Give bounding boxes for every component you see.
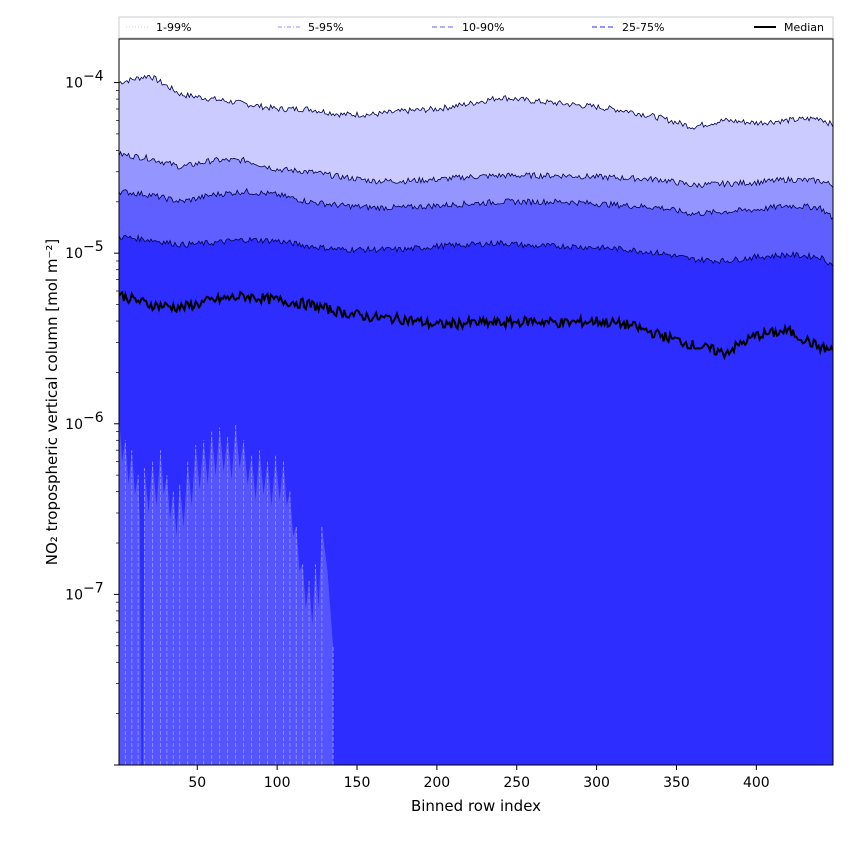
lower-bound-spike-lines xyxy=(119,416,334,765)
y-tick-label: 10 xyxy=(65,417,83,433)
y-tick-label: 10 xyxy=(65,587,83,603)
x-tick-label: 150 xyxy=(344,775,371,791)
lower-bound-envelope xyxy=(119,416,334,765)
y-tick-exponent: −5 xyxy=(83,239,104,255)
legend-label: 5-95% xyxy=(308,21,343,34)
x-tick-label: 250 xyxy=(503,775,530,791)
x-axis-title: Binned row index xyxy=(411,797,541,815)
legend-label: Median xyxy=(784,21,824,34)
legend-box xyxy=(118,16,834,39)
legend-label: 25-75% xyxy=(622,21,664,34)
lower-bound-spikes xyxy=(119,416,334,765)
x-tick-label: 100 xyxy=(264,775,291,791)
x-tick-label: 400 xyxy=(743,775,770,791)
legend-label: 10-90% xyxy=(462,21,504,34)
x-axis: 50 100 150 200 250 300 350 400 xyxy=(188,765,770,791)
x-tick-label: 50 xyxy=(188,775,206,791)
legend-label: 1-99% xyxy=(156,21,191,34)
x-tick-label: 350 xyxy=(663,775,690,791)
y-axis-title: NO₂ tropospheric vertical column [mol m⁻… xyxy=(43,239,61,565)
legend: 1-99% 5-95% 10-90% 25-75% Median xyxy=(118,16,834,39)
y-tick-exponent: −4 xyxy=(83,69,104,85)
band-edge-25-75pct xyxy=(119,234,833,268)
x-tick-label: 200 xyxy=(423,775,450,791)
median-line xyxy=(119,290,833,361)
y-axis: 10−710−610−510−4 xyxy=(65,69,119,766)
y-tick-label: 10 xyxy=(65,76,83,92)
y-tick-label: 10 xyxy=(65,246,83,262)
x-tick-label: 300 xyxy=(583,775,610,791)
plot-area xyxy=(119,74,833,765)
y-tick-exponent: −6 xyxy=(83,410,104,426)
plot-frame xyxy=(118,38,834,766)
band-edge-10-90pct xyxy=(119,187,833,220)
band-edge-1-99pct xyxy=(119,74,833,130)
band-edge-5-95pct xyxy=(119,150,833,189)
y-tick-exponent: −7 xyxy=(83,580,104,596)
